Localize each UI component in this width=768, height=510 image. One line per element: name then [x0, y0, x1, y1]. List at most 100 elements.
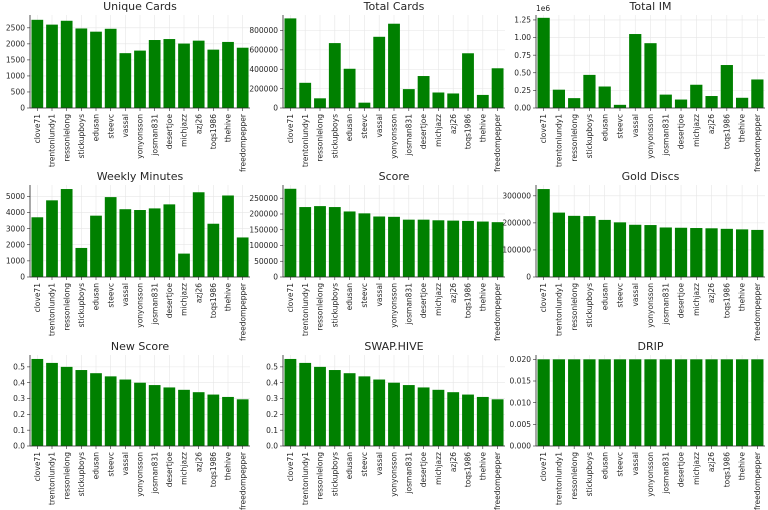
x-tick-label: edusan	[345, 452, 354, 480]
axis-scale-label: 1e6	[536, 4, 550, 13]
bar-clove71	[31, 217, 44, 277]
bar-toqs1986	[720, 228, 733, 277]
x-tick-label: desertjoe	[419, 114, 428, 150]
x-tick-label: desertjoe	[419, 452, 428, 488]
x-tick-label: clove71	[286, 283, 295, 313]
x-tick-label: vassal	[121, 114, 130, 138]
bar-trentonlundy1	[46, 200, 58, 277]
y-tick-label: 400000	[249, 65, 278, 74]
bar-toqs1986	[207, 223, 220, 277]
x-tick-label: trentonlundy1	[48, 452, 57, 505]
y-tick-label: 1.00	[514, 33, 531, 42]
bar-steevc	[358, 376, 371, 446]
y-tick-label: 2000	[6, 40, 25, 49]
x-tick-label: trentonlundy1	[48, 283, 57, 336]
chart-title: New Score	[111, 340, 170, 353]
bar-edusan	[598, 86, 611, 108]
bar-clove71	[284, 188, 297, 277]
x-tick-label: toqs1986	[722, 114, 731, 150]
x-tick-label: trentonlundy1	[301, 452, 310, 505]
x-tick-label: edusan	[92, 452, 101, 480]
y-tick-label: 0.0	[13, 442, 25, 451]
bar-ressonlelong	[568, 98, 581, 108]
x-tick-label: michjazz	[180, 452, 189, 485]
x-tick-label: edusan	[92, 114, 101, 142]
chart-title: Unique Cards	[103, 0, 177, 13]
y-tick-label: 150000	[249, 225, 278, 234]
x-tick-label: yonyonsson	[136, 114, 145, 159]
bar-ressonlelong	[60, 366, 73, 446]
bar-thehive	[222, 41, 234, 109]
x-tick-label: vassal	[375, 452, 384, 476]
bar-thehive	[735, 359, 749, 446]
x-tick-label: thehive	[478, 283, 487, 312]
bar-ressonlelong	[60, 20, 73, 108]
x-tick-label: azj26	[194, 452, 203, 472]
x-tick-label: stickupboys	[77, 114, 86, 158]
bar-azj26	[192, 392, 205, 446]
bar-clove71	[537, 189, 550, 277]
bar-freedompepper	[491, 68, 504, 108]
bar-toqs1986	[720, 65, 733, 108]
x-tick-label: steevc	[360, 452, 369, 477]
x-tick-label: stickupboys	[330, 452, 339, 496]
x-tick-label: thehive	[224, 114, 233, 143]
bar-stickupboys	[328, 207, 341, 277]
x-tick-label: michjazz	[180, 114, 189, 147]
y-tick-label: 100000	[502, 246, 531, 255]
x-tick-label: michjazz	[434, 114, 443, 147]
bar-edusan	[90, 31, 102, 109]
bar-trentonlundy1	[552, 212, 566, 277]
bar-edusan	[343, 373, 356, 446]
bar-azj26	[192, 192, 205, 277]
x-tick-label: clove71	[539, 283, 548, 313]
bar-toqs1986	[462, 220, 474, 277]
bar-trentonlundy1	[46, 362, 58, 446]
bar-clove71	[537, 359, 550, 446]
bar-thehive	[735, 229, 749, 277]
bar-desertjoe	[163, 204, 176, 277]
x-tick-label: toqs1986	[464, 114, 473, 150]
bar-thehive	[476, 396, 489, 446]
bar-yonyonsson	[134, 50, 146, 108]
y-tick-label: 0.25	[514, 86, 531, 95]
chart-unique-cards: 0 500 1000 1500 2000 2500 clove71 trentonlundy1…	[6, 0, 250, 172]
bar-edusan	[343, 211, 356, 277]
y-tick-label: 0.015	[510, 377, 532, 386]
x-tick-label: edusan	[92, 283, 101, 311]
x-tick-label: trentonlundy1	[48, 114, 57, 167]
y-tick-label: 0	[273, 273, 278, 282]
bar-michjazz	[690, 359, 703, 446]
y-tick-label: 0	[273, 104, 278, 113]
bar-steevc	[613, 104, 627, 108]
y-tick-label: 600000	[249, 46, 278, 55]
bar-vassal	[373, 379, 386, 446]
bar-trentonlundy1	[299, 362, 312, 446]
bar-freedompepper	[491, 222, 504, 277]
bar-trentonlundy1	[552, 359, 566, 446]
x-tick-label: josman831	[150, 283, 159, 326]
x-tick-label: stickupboys	[585, 114, 594, 158]
y-tick-label: 0.2	[266, 410, 278, 419]
bar-yonyonsson	[388, 216, 400, 277]
bar-clove71	[537, 17, 550, 108]
x-tick-label: edusan	[600, 452, 609, 480]
x-tick-label: ressonlelong	[316, 114, 325, 162]
x-tick-label: clove71	[539, 114, 548, 144]
x-tick-label: edusan	[600, 114, 609, 142]
x-tick-label: desertjoe	[677, 452, 686, 488]
chart-title: DRIP	[638, 340, 664, 353]
bar-freedompepper	[236, 237, 249, 277]
bar-stickupboys	[75, 28, 88, 109]
bar-clove71	[284, 358, 297, 446]
bar-toqs1986	[207, 394, 220, 446]
y-tick-label: 0.010	[510, 398, 532, 407]
x-tick-label: ressonlelong	[570, 452, 579, 500]
bar-stickupboys	[75, 370, 88, 446]
y-tick-label: 4000	[6, 208, 25, 217]
bar-stickupboys	[583, 216, 596, 277]
x-tick-label: yonyonsson	[390, 452, 399, 497]
chart-weekly-minutes: 0 1000 2000 3000 4000 5000 clove71 trentonlundy…	[6, 170, 250, 341]
x-tick-label: steevc	[106, 283, 115, 308]
